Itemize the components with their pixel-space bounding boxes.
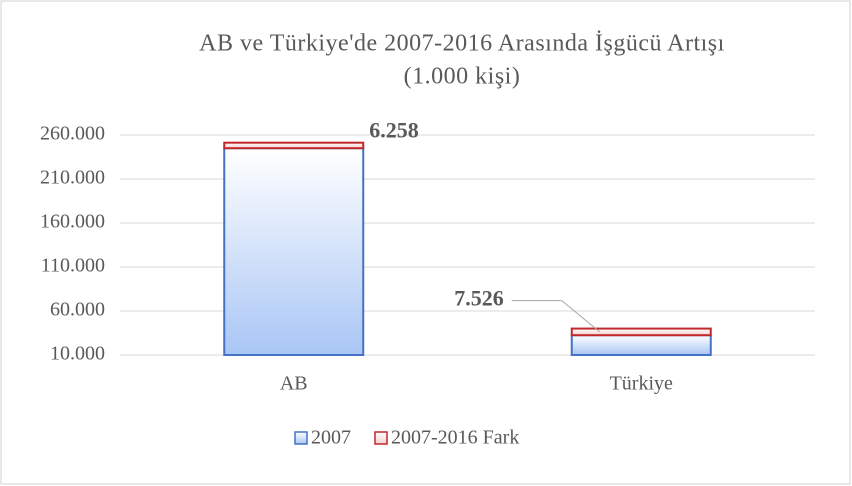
leader-line bbox=[561, 300, 601, 333]
chart-title: AB ve Türkiye'de 2007-2016 Arasında İşgü… bbox=[199, 31, 725, 57]
legend-swatch bbox=[294, 431, 308, 445]
y-tick-label: 210.000 bbox=[40, 167, 105, 189]
bar-segment bbox=[570, 334, 712, 357]
x-tick-label: AB bbox=[280, 373, 308, 395]
y-tick-label: 160.000 bbox=[40, 211, 105, 233]
y-tick-label: 110.000 bbox=[41, 255, 105, 277]
chart-subtitle: (1.000 kişi) bbox=[404, 64, 521, 90]
y-tick-label: 260.000 bbox=[40, 123, 105, 145]
data-label: 6.258 bbox=[369, 118, 419, 143]
bar-segment bbox=[223, 147, 365, 356]
bar-segment bbox=[570, 327, 712, 337]
legend-swatch bbox=[374, 431, 388, 445]
legend-label: 2007 bbox=[311, 427, 351, 449]
y-tick-label: 10.000 bbox=[50, 343, 105, 365]
y-tick-label: 60.000 bbox=[50, 299, 105, 321]
bar-segment bbox=[223, 141, 365, 150]
x-tick-label: Türkiye bbox=[610, 373, 673, 395]
data-label: 7.526 bbox=[454, 286, 504, 311]
legend-label: 2007-2016 Fark bbox=[391, 427, 519, 449]
